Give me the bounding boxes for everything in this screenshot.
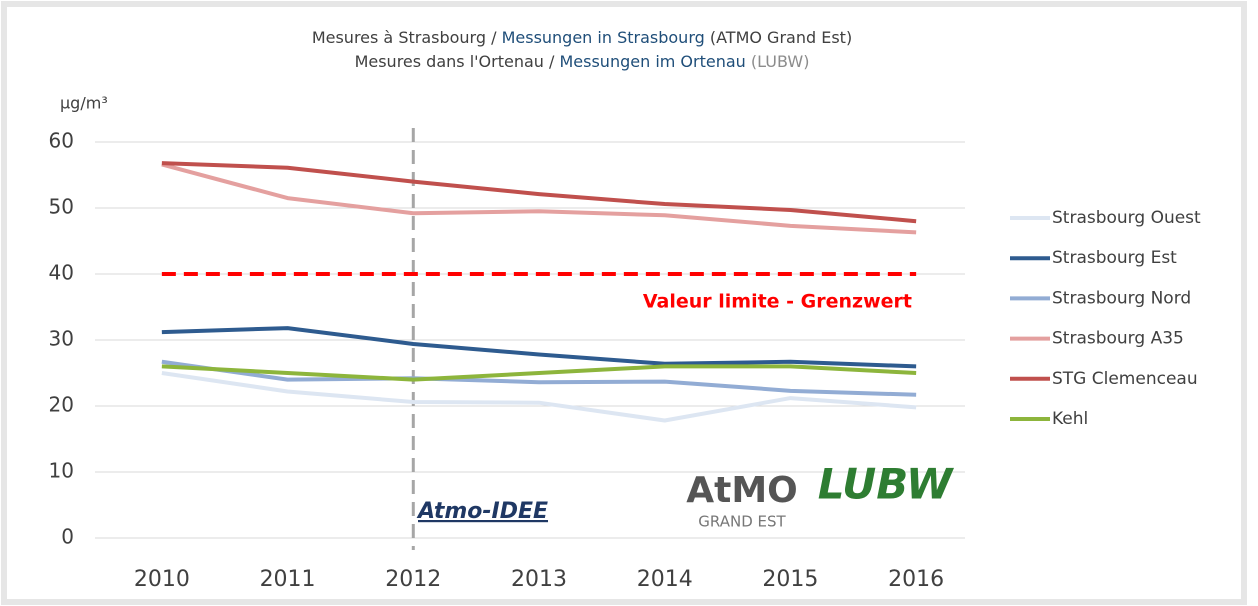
y-tick-label: 60: [49, 129, 74, 153]
logo-atmo: AtMO: [686, 470, 798, 511]
x-tick-label: 2016: [888, 567, 944, 592]
legend-label: STG Clemenceau: [1052, 369, 1198, 389]
legend-label: Strasbourg Ouest: [1052, 208, 1201, 228]
y-tick-label: 40: [49, 261, 74, 285]
y-tick-label: 0: [61, 525, 74, 549]
y-tick-label: 30: [49, 327, 74, 351]
chart-title: Mesures dans l'Ortenau / Messungen im Or…: [355, 52, 810, 71]
title-part: Mesures à Strasbourg /: [312, 28, 502, 47]
series-line: [161, 326, 917, 369]
logo-lubw: LUBW: [818, 460, 955, 509]
series-line: [161, 359, 917, 397]
series-line: [161, 162, 917, 235]
x-tick-label: 2010: [134, 567, 190, 592]
series-line: [161, 364, 917, 382]
legend-label: Strasbourg Est: [1052, 248, 1177, 268]
y-axis-label: µg/m³: [60, 94, 108, 113]
x-tick-label: 2015: [762, 567, 818, 592]
y-tick-label: 10: [49, 459, 74, 483]
legend-label: Kehl: [1052, 409, 1088, 429]
logo-grand-est: GRAND EST: [698, 513, 786, 531]
y-tick-label: 20: [49, 393, 74, 417]
x-tick-label: 2012: [385, 567, 441, 592]
x-tick-label: 2011: [260, 567, 316, 592]
title-part: Messungen in Strasbourg: [502, 28, 705, 47]
title-part: Messungen im Ortenau: [559, 52, 745, 71]
title-part: (LUBW): [746, 52, 810, 71]
x-tick-label: 2013: [511, 567, 567, 592]
x-tick-label: 2014: [637, 567, 693, 592]
limit-label: Valeur limite - Grenzwert: [643, 291, 912, 313]
title-part: Mesures dans l'Ortenau /: [355, 52, 560, 71]
chart-title: Mesures à Strasbourg / Messungen in Stra…: [312, 28, 852, 47]
legend-label: Strasbourg Nord: [1052, 288, 1191, 308]
y-tick-label: 50: [49, 195, 74, 219]
legend-label: Strasbourg A35: [1052, 329, 1184, 349]
logo-atmo-idee: Atmo-IDEE: [416, 499, 548, 524]
title-part: (ATMO Grand Est): [705, 28, 852, 47]
series-line: [161, 371, 917, 423]
series-line: [161, 161, 917, 224]
